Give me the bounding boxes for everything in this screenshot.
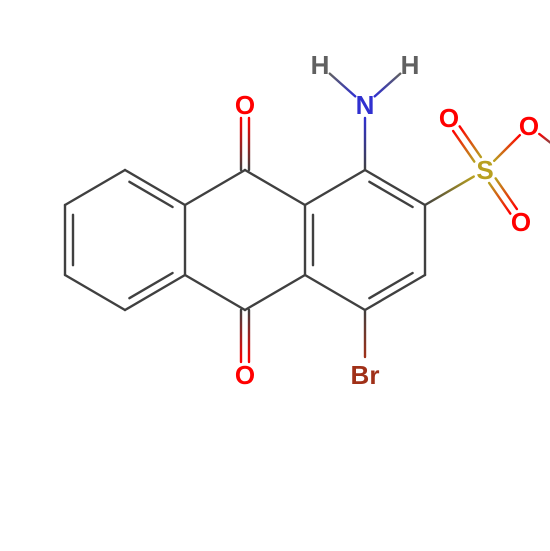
bond-single [185,170,245,205]
atom-h: H [401,50,420,80]
bond-single [245,275,305,310]
bond-double-outer [365,170,425,205]
bond-double [496,178,517,209]
bond-double [460,126,481,157]
bond-double-outer [125,275,185,310]
molecule-diagram: OONHHSOOOHBr [0,0,550,551]
bond-single [65,170,125,205]
atom-n: N [356,90,375,120]
bond-double [453,131,474,162]
atom-o: O [519,111,539,141]
bond-single [185,275,245,310]
atom-o: O [235,360,255,390]
atom-o: O [439,103,459,133]
bond-single [539,134,550,146]
atom-h: H [311,50,330,80]
atom-labels-layer: OONHHSOOOHBr [235,50,550,390]
bond-single [305,275,365,310]
bonds-layer [65,74,550,362]
atom-o: O [235,90,255,120]
bond-double-outer [125,170,185,205]
bond-single [375,74,401,97]
atom-s: S [476,155,493,185]
atom-br: Br [351,360,380,390]
bond-single [494,135,520,161]
bond-single [65,275,125,310]
atom-o: O [511,207,531,237]
bond-single [425,177,474,205]
bond-single [305,170,365,205]
bond-single [330,74,356,97]
bond-double [489,183,510,214]
bond-double-outer [365,275,425,310]
bond-single [245,170,305,205]
